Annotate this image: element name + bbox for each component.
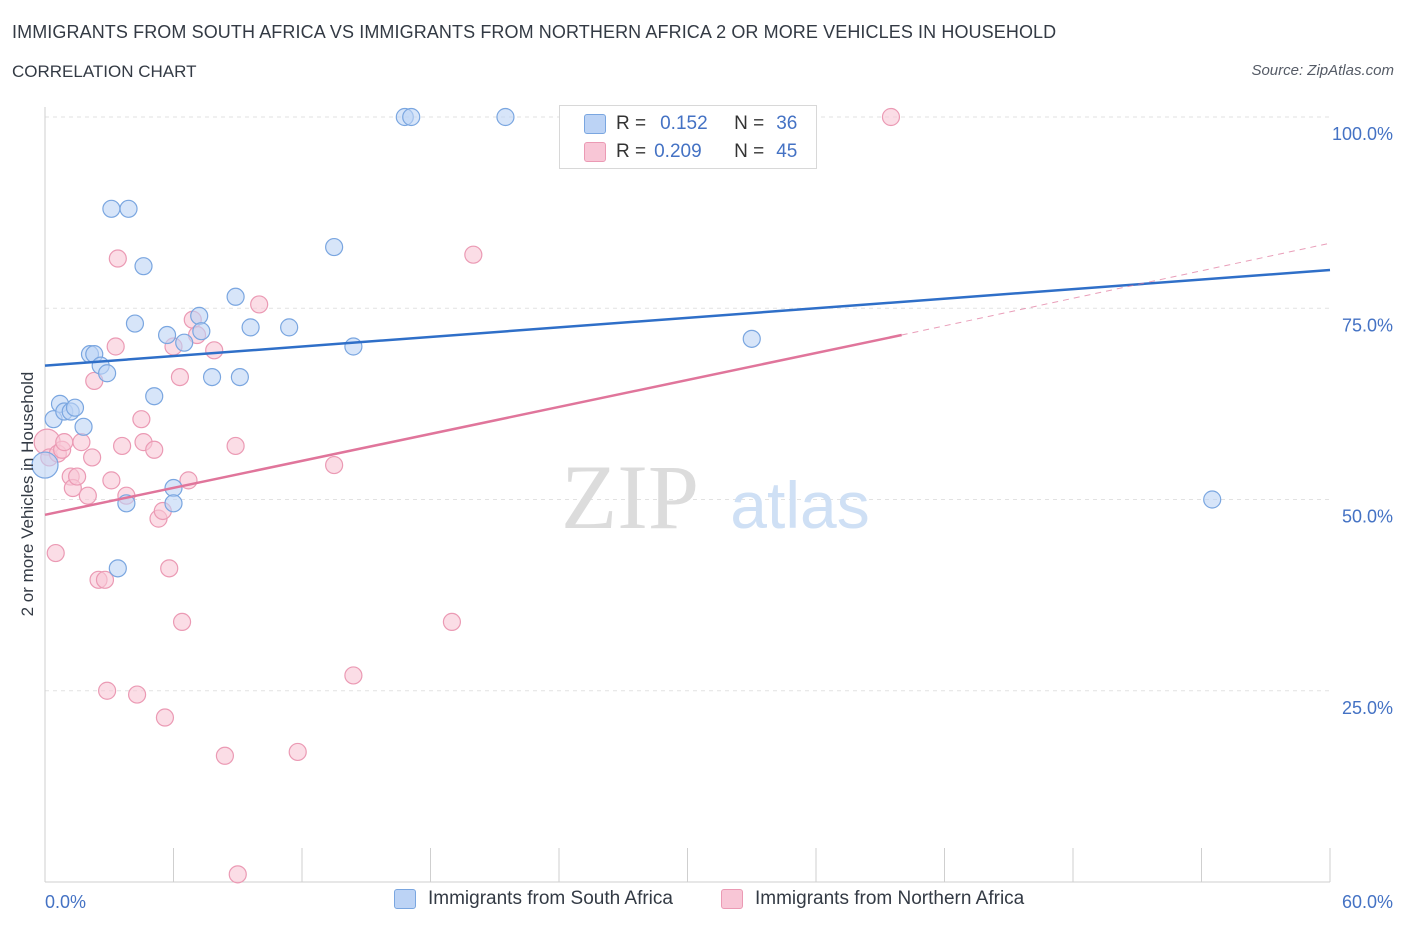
tick-labels: 25.0% 50.0% 75.0% 100.0% 0.0% 60.0% — [45, 124, 1393, 912]
bottom-legend-northern-africa: Immigrants from Northern Africa — [721, 888, 1024, 910]
legend-swatch-blue — [584, 114, 606, 134]
watermark-zip: ZIP — [561, 446, 699, 548]
axes — [44, 107, 1331, 883]
data-point-northern-africa — [442, 612, 462, 632]
data-point-northern-africa — [160, 559, 179, 578]
data-point-south-africa — [102, 199, 121, 218]
data-point-south-africa — [192, 322, 211, 341]
data-point-south-africa — [164, 494, 183, 513]
data-point-northern-africa — [68, 467, 87, 486]
y-axis-label: 2 or more Vehicles in Household — [18, 371, 37, 617]
data-point-south-africa — [98, 364, 117, 383]
trend-lines — [44, 242, 1331, 517]
legend-n-value-1: 36 — [776, 113, 798, 134]
data-point-northern-africa — [325, 455, 344, 475]
data-point-south-africa — [74, 417, 93, 436]
data-point-northern-africa — [288, 742, 307, 762]
data-point-south-africa — [325, 237, 344, 257]
x-tick-label-max: 60.0% — [1342, 892, 1393, 912]
data-point-northern-africa — [464, 245, 483, 264]
data-point-northern-africa — [72, 433, 91, 452]
watermark: ZIP atlas — [561, 446, 870, 548]
data-point-northern-africa — [46, 543, 65, 563]
data-point-northern-africa — [155, 708, 175, 727]
data-point-south-africa — [145, 387, 164, 406]
data-point-northern-africa — [95, 570, 115, 589]
watermark-atlas: atlas — [730, 468, 869, 542]
bottom-legend-south-africa: Immigrants from South Africa — [394, 888, 673, 910]
data-point-northern-africa — [55, 433, 74, 452]
data-point-northern-africa — [172, 612, 192, 632]
legend-swatch-pink — [584, 142, 606, 162]
data-point-northern-africa — [344, 666, 363, 685]
bottom-legend-swatch-blue — [394, 889, 416, 909]
data-point-south-africa — [125, 314, 145, 333]
y-tick-label-25: 25.0% — [1342, 698, 1393, 718]
y-tick-label-75: 75.0% — [1342, 315, 1393, 335]
data-point-northern-africa — [215, 746, 234, 765]
data-point-south-africa — [230, 368, 249, 387]
legend-n-label: N = — [734, 113, 765, 134]
legend-r-label: R = — [616, 113, 647, 134]
grid-lines — [45, 116, 1330, 692]
bottom-legend-label-northern-africa: Immigrants from Northern Africa — [755, 888, 1025, 909]
data-point-northern-africa — [881, 107, 901, 127]
data-point-northern-africa — [83, 448, 102, 467]
data-point-northern-africa — [102, 471, 121, 490]
trendline-northern-africa — [44, 333, 902, 517]
legend-n-label: N = — [734, 141, 765, 162]
data-point-south-africa — [31, 451, 59, 479]
trendline-northern-africa-extension — [901, 242, 1331, 336]
chart-title: IMMIGRANTS FROM SOUTH AFRICA VS IMMIGRAN… — [12, 22, 1057, 42]
data-point-northern-africa — [132, 410, 151, 429]
data-point-south-africa — [344, 337, 363, 356]
chart-subtitle: CORRELATION CHART — [12, 62, 197, 81]
data-point-south-africa — [65, 398, 85, 417]
data-point-northern-africa — [112, 436, 132, 456]
legend-r-label: R = — [616, 141, 647, 162]
data-point-northern-africa — [108, 249, 127, 268]
data-point-northern-africa — [98, 681, 117, 700]
trendline-south-africa — [44, 268, 1331, 367]
data-point-northern-africa — [78, 486, 97, 505]
data-point-northern-africa — [250, 295, 269, 314]
data-point-south-africa — [134, 257, 153, 276]
data-point-south-africa — [157, 325, 177, 345]
data-point-south-africa — [241, 318, 260, 337]
series-northern-africa-points — [33, 107, 901, 884]
data-point-south-africa — [119, 199, 138, 218]
data-point-south-africa — [496, 107, 515, 127]
data-point-south-africa — [402, 107, 421, 127]
data-point-south-africa — [202, 368, 222, 387]
legend-row-northern-africa: R = 0.209 N = 45 — [584, 140, 797, 164]
y-tick-label-100: 100.0% — [1332, 124, 1393, 144]
data-point-south-africa — [742, 329, 761, 348]
bottom-legend-swatch-pink — [721, 889, 743, 909]
legend-r-value-1: 0.152 — [660, 113, 708, 134]
data-point-northern-africa — [170, 368, 190, 387]
legend-r-value-2: 0.209 — [654, 141, 702, 162]
legend-row-south-africa: R = 0.152 N = 36 — [584, 112, 797, 136]
data-point-northern-africa — [106, 337, 125, 356]
bottom-legend-label-south-africa: Immigrants from South Africa — [428, 888, 673, 909]
y-tick-label-50: 50.0% — [1342, 507, 1393, 527]
source-credit: Source: ZipAtlas.com — [1251, 62, 1394, 79]
data-point-south-africa — [226, 287, 245, 306]
data-point-south-africa — [108, 559, 127, 578]
x-tick-label-min: 0.0% — [45, 892, 86, 912]
data-point-south-africa — [190, 306, 209, 325]
data-point-northern-africa — [205, 341, 224, 360]
data-point-south-africa — [175, 333, 194, 352]
data-point-south-africa — [280, 318, 299, 337]
data-point-northern-africa — [226, 436, 245, 456]
data-point-northern-africa — [145, 440, 164, 459]
legend-n-value-2: 45 — [776, 141, 798, 162]
data-point-northern-africa — [228, 865, 247, 884]
data-point-northern-africa — [127, 685, 147, 704]
stats-legend: R = 0.152 N = 36 R = 0.209 N = 45 — [559, 105, 817, 169]
data-point-south-africa — [1203, 490, 1222, 509]
